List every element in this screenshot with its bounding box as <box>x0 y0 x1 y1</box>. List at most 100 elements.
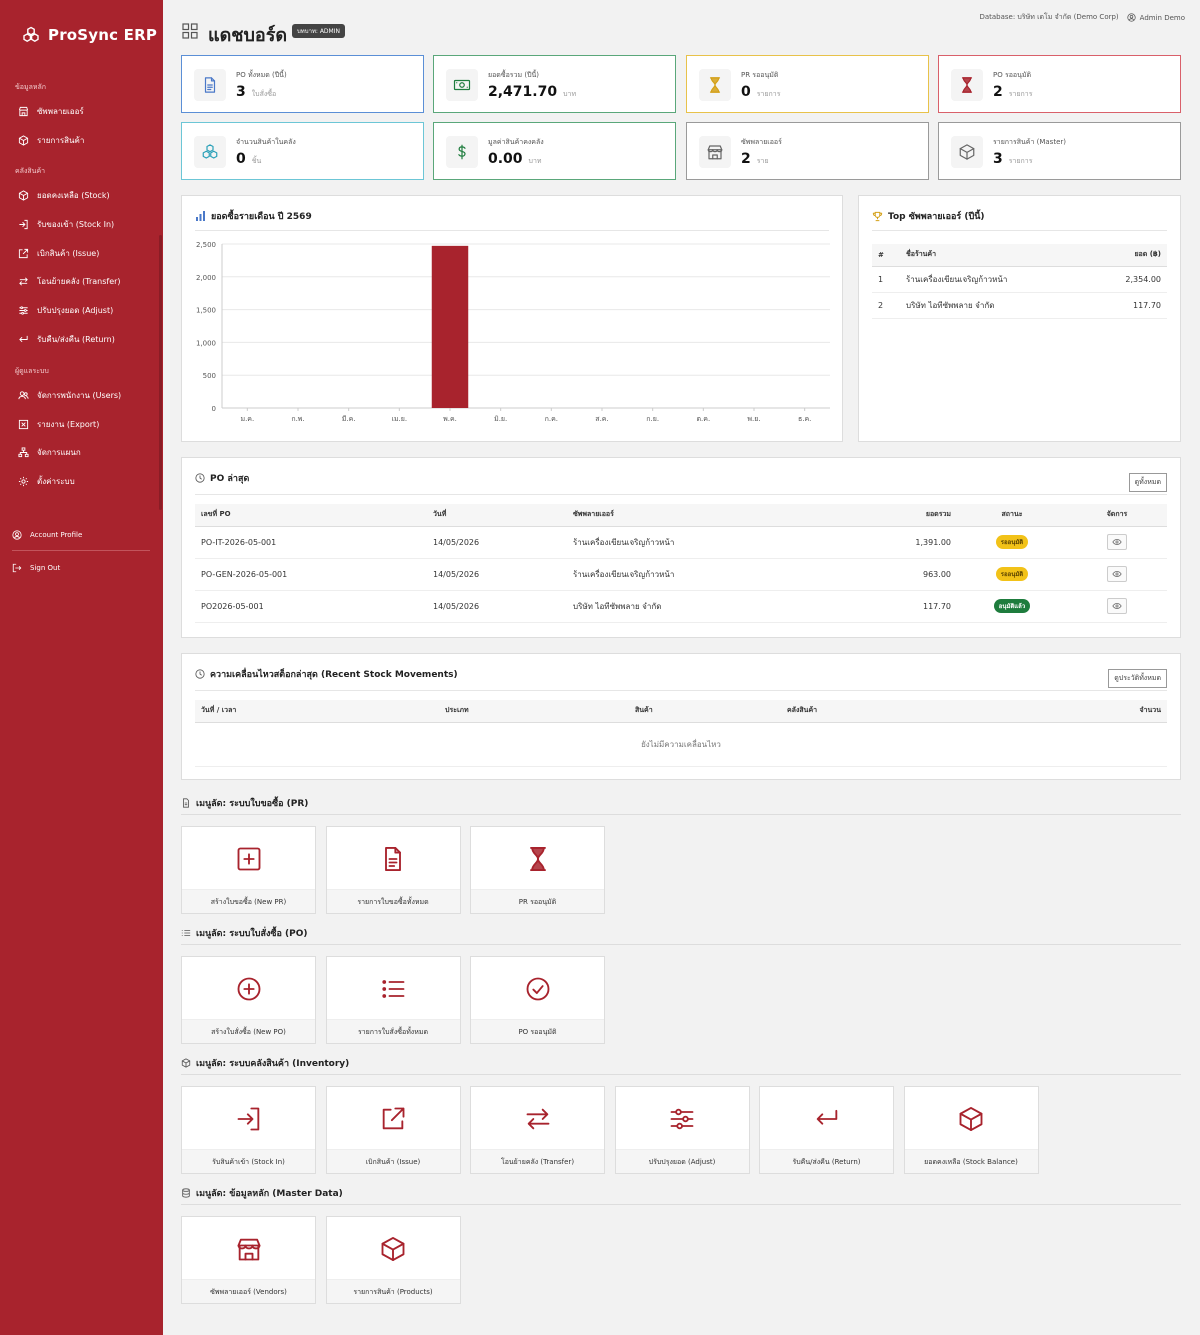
role-badge: บทบาท: ADMIN <box>292 24 345 38</box>
sidebar-item-users[interactable]: จัดการพนักงาน (Users) <box>18 387 158 403</box>
sidebar-item-export[interactable]: รายงาน (Export) <box>18 416 158 432</box>
table-row: 1 ร้านเครื่องเขียนเจริญก้าวหน้า 2,354.00 <box>872 266 1167 293</box>
tile-label: รับสินค้าเข้า (Stock In) <box>182 1149 315 1173</box>
x-tick-label: มิ.ย. <box>494 415 507 423</box>
sidebar-item-departments[interactable]: จัดการแผนก <box>18 444 158 460</box>
user-circle-icon <box>12 530 22 540</box>
po-number[interactable]: PO-IT-2026-05-001 <box>195 526 427 559</box>
sidebar-item-label: เบิกสินค้า (Issue) <box>37 248 100 258</box>
stat-unit: รายการ <box>1008 90 1033 98</box>
stat-label: PR รออนุมัติ <box>741 71 779 79</box>
sidebar-item-stock[interactable]: ยอดคงเหลือ (Stock) <box>18 187 158 203</box>
panel-divider <box>195 494 1167 495</box>
sidebar-item-return[interactable]: รับคืน/ส่งคืน (Return) <box>18 331 158 347</box>
sidebar-item-transfer[interactable]: โอนย้ายคลัง (Transfer) <box>18 273 158 289</box>
vendor-rank: 2 <box>872 292 900 319</box>
top-vendors-table: # ชื่อร้านค้า ยอด (฿) 1 ร้านเครื่องเขียน… <box>872 244 1167 319</box>
plus-square-icon <box>182 843 315 875</box>
stock-movements-title: ความเคลื่อนไหวสต็อกล่าสุด (Recent Stock … <box>210 670 458 680</box>
external-icon <box>18 248 29 258</box>
po-total: 963.00 <box>817 558 957 591</box>
clock-icon <box>195 473 205 483</box>
quick-menu-tile[interactable]: เบิกสินค้า (Issue) <box>325 1086 461 1174</box>
history-icon <box>195 669 205 679</box>
sidebar-section-warehouse: คลังสินค้า <box>15 167 46 175</box>
column-header: วันที่ <box>427 504 567 527</box>
stat-value: 3 ใบสั่งซื้อ <box>236 84 276 100</box>
account-profile-link[interactable]: Account Profile <box>12 527 152 543</box>
quick-menu-tile[interactable]: PO รออนุมัติ <box>470 956 605 1044</box>
quick-menu-tile[interactable]: รับสินค้าเข้า (Stock In) <box>181 1086 316 1174</box>
tile-label: PR รออนุมัติ <box>471 889 604 913</box>
sidebar-item-stock-in[interactable]: รับของเข้า (Stock In) <box>18 216 158 232</box>
panel-title: ยอดซื้อรายเดือน ปี 2569 <box>195 209 312 223</box>
brand[interactable]: ProSync ERP <box>22 26 157 44</box>
sign-out-link[interactable]: Sign Out <box>12 560 152 576</box>
stat-value: 0 รายการ <box>741 84 780 100</box>
view-stock-history-button[interactable]: ดูประวัติทั้งหมด <box>1108 669 1167 688</box>
check-circle-icon <box>471 973 604 1005</box>
hourglass-icon <box>951 69 983 101</box>
sidebar-divider <box>12 550 150 551</box>
po-total: 1,391.00 <box>817 526 957 559</box>
excel-icon <box>18 419 29 429</box>
quick-menu-tile[interactable]: PR รออนุมัติ <box>470 826 605 914</box>
stat-value: 3 รายการ <box>993 151 1032 167</box>
document-icon <box>194 69 226 101</box>
view-po-button[interactable] <box>1107 534 1127 550</box>
status-badge: รออนุมัติ <box>995 567 1029 581</box>
po-date: 14/05/2026 <box>427 558 567 591</box>
panel-divider <box>195 230 829 231</box>
po-number[interactable]: PO2026-05-001 <box>195 590 427 623</box>
sidebar: ProSync ERP ข้อมูลหลัก ซัพพลายเออร์ รายก… <box>0 0 163 1335</box>
stock-movements-table-wrap: วันที่ / เวลา ประเภท สินค้า คลังสินค้า จ… <box>195 700 1167 767</box>
quick-menu-tile[interactable]: ปรับปรุงยอด (Adjust) <box>614 1086 750 1174</box>
sidebar-item-adjust[interactable]: ปรับปรุงยอด (Adjust) <box>18 302 158 318</box>
quick-menu-tile[interactable]: รายการใบสั่งซื้อทั้งหมด <box>325 956 461 1044</box>
column-header: จัดการ <box>1067 504 1167 527</box>
stat-value: 2 รายการ <box>993 84 1032 100</box>
user-menu[interactable]: Admin Demo <box>1127 13 1185 22</box>
box-icon <box>18 189 29 201</box>
quick-menu-tile[interactable]: ยอดคงเหลือ (Stock Balance) <box>903 1086 1039 1174</box>
po-number[interactable]: PO-GEN-2026-05-001 <box>195 558 427 591</box>
user-circle-icon <box>1127 13 1136 22</box>
x-tick-label: พ.ย. <box>747 415 760 423</box>
sidebar-item-products[interactable]: รายการสินค้า <box>18 132 158 148</box>
quick-menu-tile[interactable]: ซัพพลายเออร์ (Vendors) <box>181 1216 316 1304</box>
stat-value: 2 ราย <box>741 151 769 167</box>
stat-card: PR รออนุมัติ 0 รายการ <box>686 55 929 113</box>
hourglass-icon <box>471 843 604 875</box>
sidebar-item-label: รายงาน (Export) <box>37 419 100 429</box>
quick-menu-tile[interactable]: รับคืน/ส่งคืน (Return) <box>759 1086 894 1174</box>
account-profile-label: Account Profile <box>30 531 83 539</box>
table-row[interactable]: PO-GEN-2026-05-001 14/05/2026 ร้านเครื่อ… <box>195 558 1167 591</box>
stat-unit: รายการ <box>1008 157 1033 165</box>
stat-card: ซัพพลายเออร์ 2 ราย <box>686 122 929 180</box>
po-total: 117.70 <box>817 590 957 623</box>
panel-divider <box>872 230 1167 231</box>
quick-menu-tile[interactable]: สร้างใบสั่งซื้อ (New PO) <box>181 956 316 1044</box>
sidebar-item-issue[interactable]: เบิกสินค้า (Issue) <box>18 245 158 261</box>
stat-number: 2 <box>741 151 751 167</box>
x-tick-label: ส.ค. <box>595 415 608 423</box>
sidebar-scrollbar[interactable] <box>159 235 162 510</box>
gear-icon <box>18 476 29 486</box>
quick-menu-tile[interactable]: รายการใบขอซื้อทั้งหมด <box>325 826 461 914</box>
quick-menu-tile[interactable]: สร้างใบขอซื้อ (New PR) <box>181 826 316 914</box>
column-header: เลขที่ PO <box>195 504 427 527</box>
view-po-button[interactable] <box>1107 566 1127 582</box>
quick-menu-tile[interactable]: รายการสินค้า (Products) <box>325 1216 461 1304</box>
user-name: Admin Demo <box>1139 13 1185 22</box>
y-tick-label: 1,000 <box>196 339 216 347</box>
quick-menu-tile[interactable]: โอนย้ายคลัง (Transfer) <box>470 1086 605 1174</box>
view-po-button[interactable] <box>1107 598 1127 614</box>
table-row[interactable]: PO-IT-2026-05-001 14/05/2026 ร้านเครื่อง… <box>195 526 1167 559</box>
sidebar-item-settings[interactable]: ตั้งค่าระบบ <box>18 473 158 489</box>
po-date: 14/05/2026 <box>427 590 567 623</box>
view-all-po-button[interactable]: ดูทั้งหมด <box>1128 473 1167 492</box>
sidebar-item-vendors[interactable]: ซัพพลายเออร์ <box>18 103 158 119</box>
table-row[interactable]: PO2026-05-001 14/05/2026 บริษัท ไอทีซัพพ… <box>195 590 1167 623</box>
sidebar-item-label: ปรับปรุงยอด (Adjust) <box>37 305 114 315</box>
stat-number: 0.00 <box>488 151 523 167</box>
